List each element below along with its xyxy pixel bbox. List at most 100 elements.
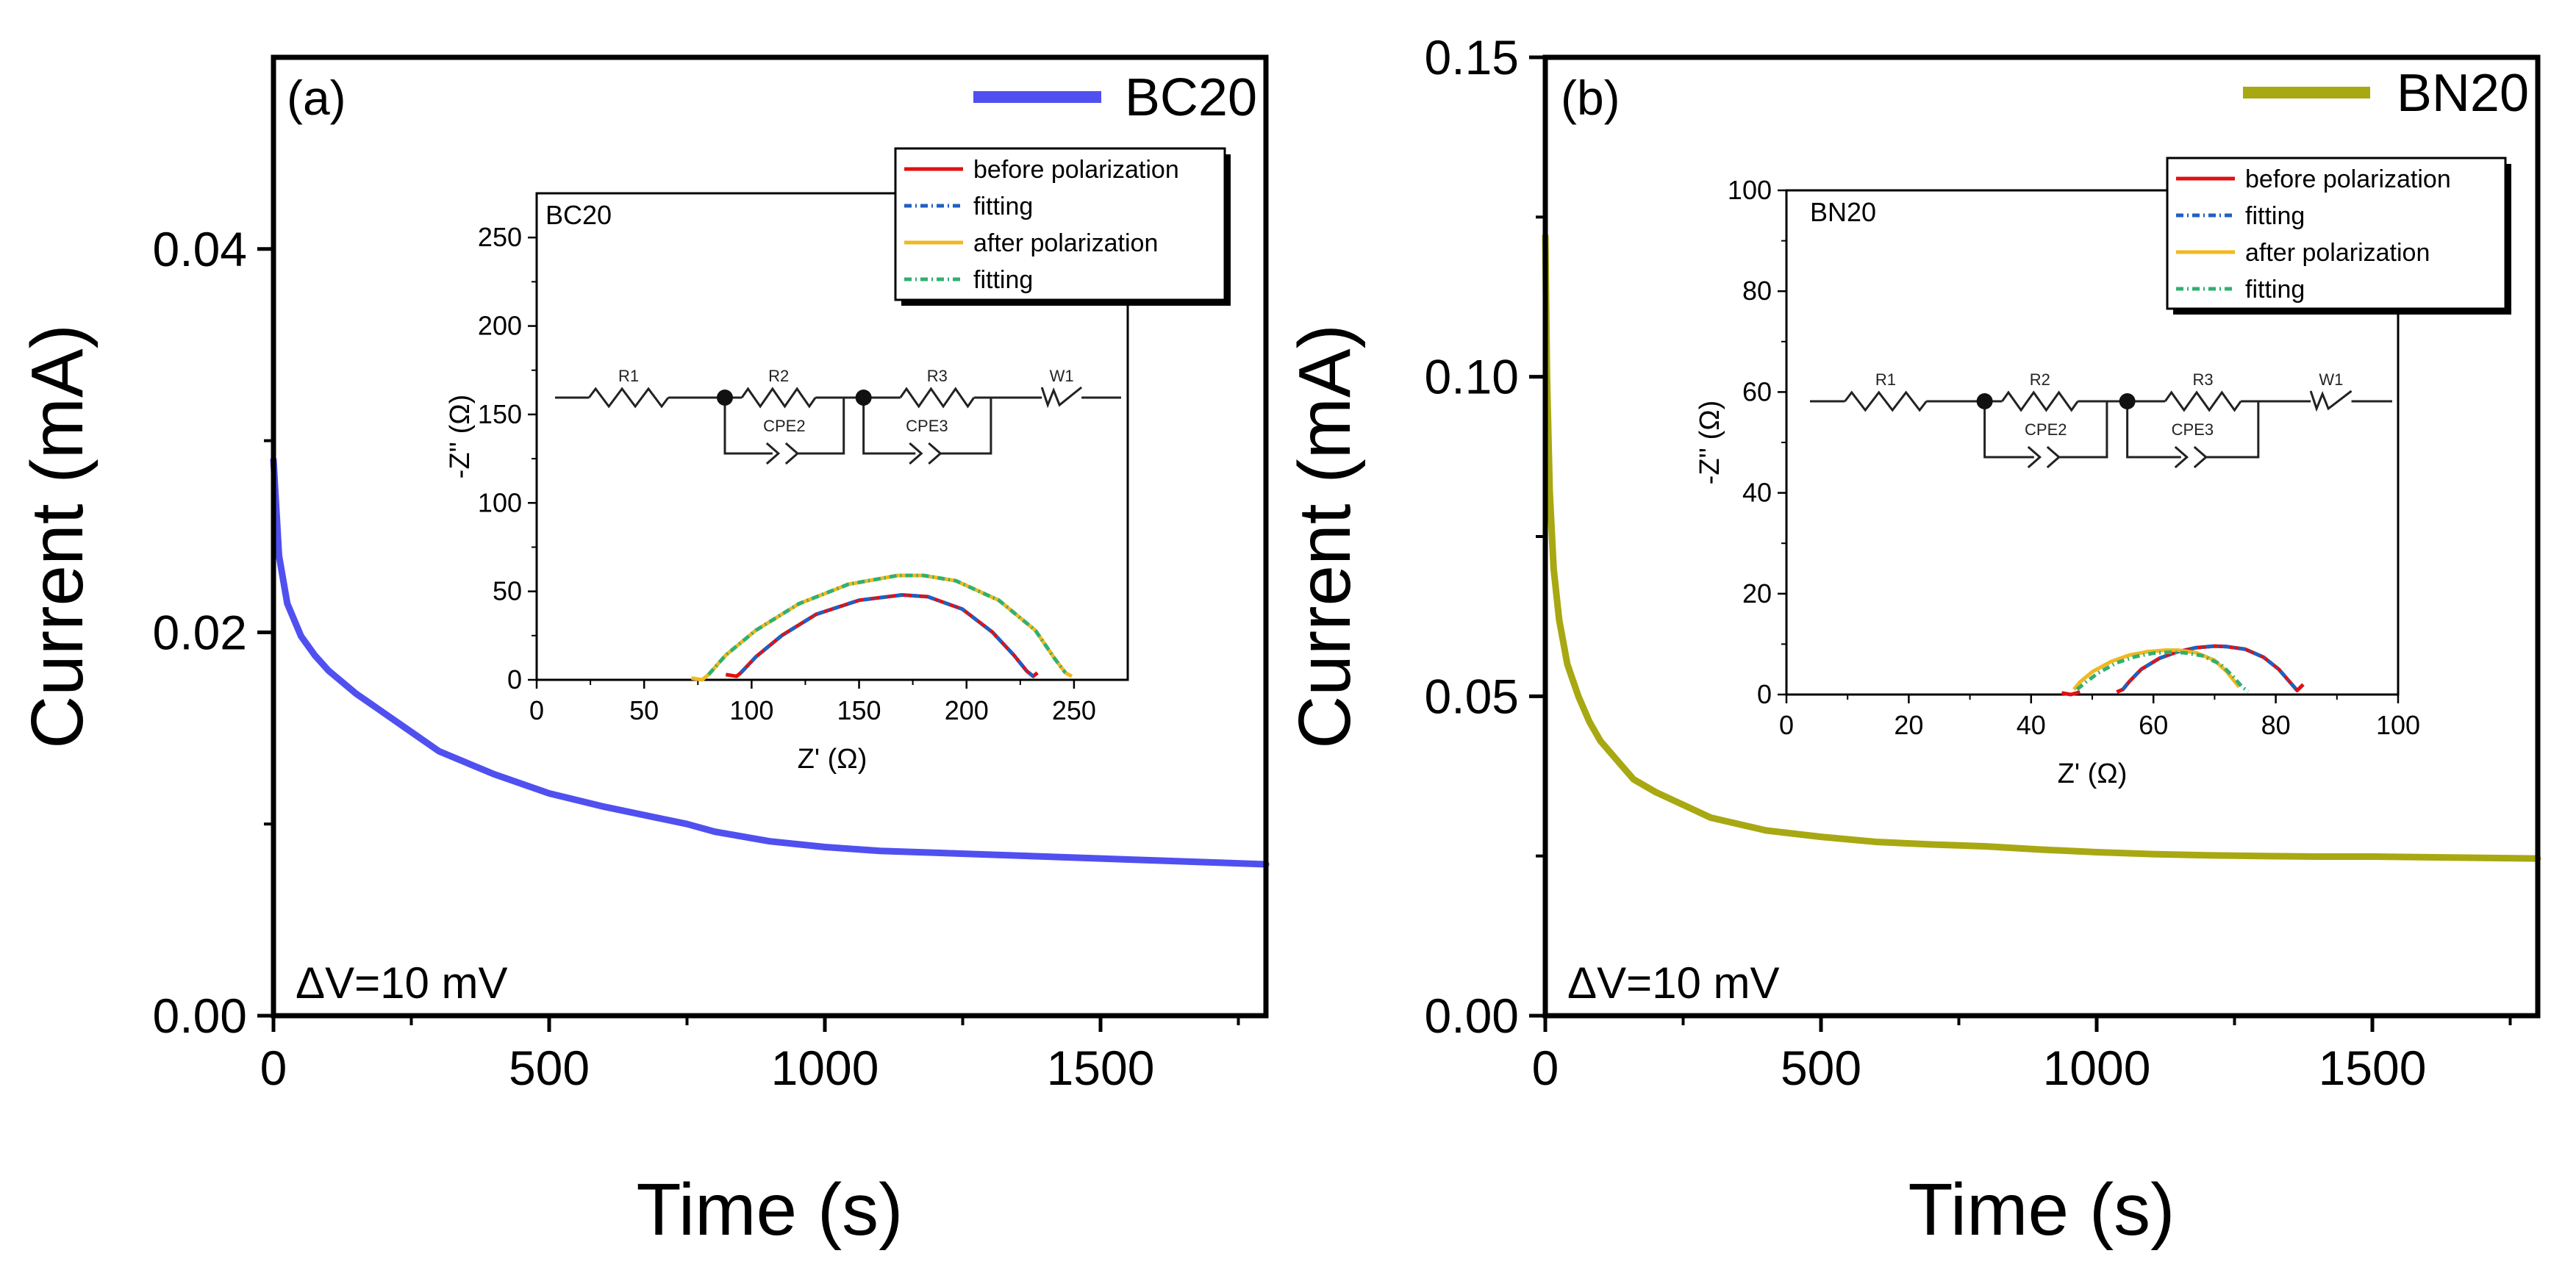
inset-x-axis-label: Z' (Ω): [798, 744, 867, 775]
inset-legend-box: [894, 147, 1226, 301]
resistor-3: [899, 387, 976, 409]
inset-y-tick-label: 50: [493, 576, 522, 606]
circuit-label: R2: [2030, 370, 2050, 389]
cpe-symbol-3: [909, 442, 942, 465]
inset-y-axis-label: -Z'' (Ω): [445, 395, 476, 479]
equivalent-circuit: R1 R2 R3 W1 CPE2 CPE3: [1810, 370, 2392, 469]
inset-x-tick-label: 150: [837, 695, 881, 725]
inset-y-tick-label: 60: [1742, 376, 1772, 406]
cpe-branch-2: [723, 398, 845, 455]
circuit-label: R1: [1875, 370, 1896, 389]
cpe-branch-3: [862, 398, 992, 455]
equivalent-circuit: R1 R2 R3 W1 CPE2 CPE3: [555, 367, 1121, 465]
inset-y-tick-label: 0: [507, 664, 522, 695]
y-tick-label: 0.00: [1425, 989, 1519, 1043]
inset-title: BN20: [1810, 197, 1876, 227]
x-tick-label: 500: [509, 1041, 590, 1095]
resistor-2: [2001, 390, 2079, 412]
inset-x-tick-label: 100: [729, 695, 773, 725]
circuit-label: W1: [1050, 367, 1074, 385]
inset-x-tick-label: 60: [2139, 710, 2168, 740]
x-tick-label: 1000: [2043, 1041, 2151, 1095]
y-axis-label: Current (mA): [1284, 324, 1366, 749]
inset-legend-label: fitting: [973, 193, 1033, 220]
panel-label: (b): [1561, 71, 1620, 125]
inset-y-tick-label: 250: [478, 222, 522, 252]
inset-series-before-polarization: [2061, 690, 2081, 697]
axes-frame: [1542, 54, 2541, 1019]
x-tick-label: 1500: [1047, 1041, 1155, 1095]
legend-label: BC20: [1125, 68, 1257, 127]
inset-y-axis-label: -Z'' (Ω): [1695, 401, 1725, 485]
warburg-symbol: [2309, 390, 2353, 412]
inset-series-before-polarization: [2116, 644, 2305, 694]
inset-x-tick-label: 100: [2376, 710, 2420, 740]
circuit-label: CPE2: [2025, 420, 2067, 439]
inset-legend-label: after polarization: [973, 229, 1158, 257]
inset-legend-label: fitting: [2245, 276, 2305, 304]
inset-x-tick-label: 20: [1894, 710, 1923, 740]
cpe-symbol-3: [2174, 445, 2208, 469]
inset-y-tick-label: 150: [478, 399, 522, 429]
y-tick-label: 0.02: [153, 605, 247, 659]
voltage-annotation: ΔV=10 mV: [1567, 958, 1780, 1008]
inset-x-tick-label: 250: [1052, 695, 1096, 725]
legend-label: BN20: [2397, 64, 2529, 123]
inset-legend-box: [2166, 157, 2507, 310]
inset-x-tick-label: 0: [1779, 710, 1794, 740]
circuit-label: CPE3: [906, 417, 948, 435]
inset-legend-label: before polarization: [2245, 165, 2451, 193]
x-tick-label: 500: [1781, 1041, 1861, 1095]
inset-legend-label: fitting: [2245, 202, 2305, 230]
inset-x-tick-label: 0: [529, 695, 544, 725]
x-tick-label: 1500: [2319, 1041, 2427, 1095]
circuit-label: R1: [618, 367, 639, 385]
series-line-bn20: [1542, 232, 2541, 862]
x-tick-label: 1000: [771, 1041, 879, 1095]
inset-y-tick-label: 0: [1757, 679, 1772, 709]
circuit-label: CPE2: [763, 417, 805, 435]
resistor-1: [1844, 390, 1928, 412]
inset-y-tick-label: 40: [1742, 478, 1772, 508]
cpe-branch-3: [2126, 401, 2260, 459]
cpe-branch-2: [1983, 401, 2108, 459]
inset-title: BC20: [545, 200, 612, 230]
inset-legend-label: before polarization: [973, 156, 1179, 184]
series-line-bc20: [270, 456, 1270, 868]
inset-y-tick-label: 20: [1742, 578, 1772, 609]
inset-x-axis-label: Z' (Ω): [2058, 758, 2128, 789]
inset-legend-label: after polarization: [2245, 239, 2430, 267]
panel-label: (a): [287, 71, 346, 125]
y-tick-label: 0.05: [1425, 669, 1519, 723]
circuit-node-2: [2119, 393, 2136, 409]
inset-x-tick-label: 200: [945, 695, 989, 725]
inset-series-fitting: [739, 593, 1034, 678]
inset-x-tick-label: 40: [2017, 710, 2046, 740]
inset-y-tick-label: 200: [478, 311, 522, 341]
inset-y-tick-label: 100: [478, 487, 522, 517]
y-tick-label: 0.04: [153, 222, 247, 276]
resistor-3: [2164, 390, 2242, 412]
circuit-node-1: [717, 390, 733, 406]
inset-x-tick-label: 50: [629, 695, 659, 725]
x-axis-label: Time (s): [1908, 1169, 2175, 1251]
inset-y-tick-label: 80: [1742, 276, 1772, 306]
y-tick-label: 0.10: [1425, 350, 1519, 404]
resistor-2: [740, 387, 817, 409]
cpe-symbol-2: [765, 442, 800, 465]
circuit-label: R3: [2193, 370, 2214, 389]
resistor-1: [587, 387, 670, 409]
circuit-label: R2: [768, 367, 789, 385]
y-axis-label: Current (mA): [16, 324, 99, 749]
circuit-label: W1: [2319, 370, 2343, 389]
inset-series-fitting: [707, 573, 1067, 676]
x-tick-label: 0: [1532, 1041, 1559, 1095]
voltage-annotation: ΔV=10 mV: [296, 958, 508, 1008]
circuit-label: CPE3: [2172, 420, 2214, 439]
inset-x-tick-label: 80: [2261, 710, 2291, 740]
warburg-symbol: [1040, 386, 1083, 409]
y-tick-label: 0.00: [153, 989, 247, 1043]
axes-frame: [271, 54, 1269, 1019]
